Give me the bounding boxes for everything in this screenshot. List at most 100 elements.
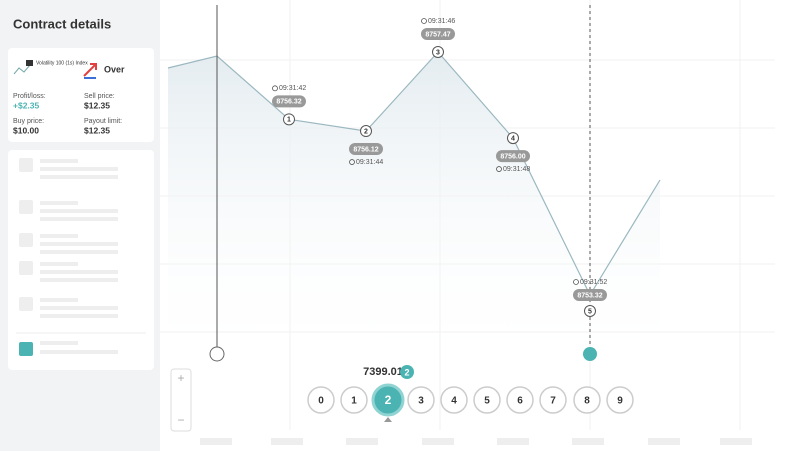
tick-marker <box>283 113 295 126</box>
field-label: Payout limit: <box>84 118 122 125</box>
zoom-controls[interactable] <box>170 368 192 432</box>
price-pill <box>496 150 530 163</box>
price-pill <box>349 143 383 156</box>
field-label: Buy price: <box>13 118 44 125</box>
underlying-name: Volatility 100 (1s) Index <box>36 60 88 66</box>
field-value: +$2.35 <box>13 100 40 110</box>
price-label: 8757.47 <box>425 31 450 38</box>
underlying-icon <box>13 64 31 75</box>
history-card <box>8 150 154 370</box>
skeleton-line <box>40 306 118 310</box>
price-label: 8756.12 <box>353 146 378 153</box>
digit-label[interactable]: 4 <box>451 396 457 407</box>
chart-area <box>168 52 660 370</box>
skeleton-line <box>40 314 118 318</box>
digit-label[interactable]: 5 <box>484 396 490 407</box>
field-value: $12.35 <box>84 125 110 135</box>
over-icon <box>83 63 97 77</box>
time-icon <box>421 18 427 24</box>
digit-button[interactable] <box>371 383 405 417</box>
price-pill <box>573 289 607 301</box>
skeleton-line <box>40 209 118 213</box>
digit-button[interactable] <box>307 386 335 414</box>
zoom-in[interactable]: + <box>177 371 184 385</box>
skeleton-line <box>40 278 118 282</box>
time-label: 09:31:46 <box>428 18 455 25</box>
tick-index: 3 <box>436 49 440 56</box>
digit-label[interactable]: 0 <box>318 396 324 407</box>
sidebar-title: Contract details <box>13 16 111 31</box>
skeleton-icon <box>19 233 33 247</box>
spot-badge <box>400 365 414 379</box>
skeleton-icon <box>19 158 33 172</box>
skeleton-line <box>40 175 118 179</box>
time-label: 09:31:52 <box>580 279 607 286</box>
field-label: Sell price: <box>84 93 115 100</box>
digit-button[interactable] <box>473 386 501 414</box>
digit-button[interactable] <box>539 386 567 414</box>
digit-label[interactable]: 8 <box>584 396 590 407</box>
tick-marker <box>360 125 372 138</box>
digit-button[interactable] <box>440 386 468 414</box>
digit-pointer <box>384 417 392 422</box>
tick-marker <box>432 46 444 58</box>
skeleton-line <box>40 350 118 354</box>
skeleton-line <box>40 217 118 221</box>
tick-marker <box>584 305 596 317</box>
digit-button[interactable] <box>606 386 634 414</box>
spot-digit: 2 <box>404 367 409 377</box>
digit-label[interactable]: 1 <box>351 396 357 407</box>
skeleton-line <box>40 242 118 246</box>
tick-marker <box>507 132 519 145</box>
time-icon <box>349 159 355 165</box>
spot-price: 7399.01 <box>363 366 403 378</box>
price-pill <box>421 28 455 40</box>
skeleton-line <box>40 270 118 274</box>
skeleton-line <box>40 159 78 163</box>
price-axis <box>778 0 806 451</box>
price-label: 8756.32 <box>276 99 301 106</box>
field-value: $10.00 <box>13 125 39 135</box>
time-label: 09:31:42 <box>279 85 306 92</box>
skeleton-line <box>40 234 78 238</box>
chart-line <box>167 51 661 297</box>
zoom-out[interactable]: − <box>177 413 184 427</box>
time-icon <box>272 85 278 92</box>
digit-label[interactable]: 6 <box>517 396 523 407</box>
field-label: Profit/loss: <box>13 93 46 100</box>
exit-marker <box>583 347 597 361</box>
status-icon <box>19 342 33 356</box>
digit-button[interactable] <box>573 386 601 414</box>
digit-label[interactable]: 7 <box>550 396 556 407</box>
skeleton-line <box>40 167 118 171</box>
time-label: 09:31:44 <box>356 159 383 166</box>
digit-button[interactable] <box>340 386 368 414</box>
digit-label[interactable]: 3 <box>418 396 424 407</box>
underlying-badge <box>26 60 33 66</box>
contract-type: Over <box>104 64 125 74</box>
entry-marker <box>209 346 225 362</box>
skeleton-line <box>40 201 78 205</box>
skeleton-line <box>40 298 78 302</box>
skeleton-line <box>40 250 118 254</box>
skeleton-line <box>40 262 78 266</box>
price-label: 8756.00 <box>500 153 525 160</box>
tick-index: 5 <box>588 308 592 315</box>
contract-card <box>8 48 154 142</box>
price-label: 8753.32 <box>577 292 602 299</box>
time-icon <box>573 279 579 285</box>
time-axis <box>200 438 752 445</box>
digit-button[interactable] <box>506 386 534 414</box>
digit-button[interactable] <box>407 386 435 414</box>
skeleton-icon <box>19 297 33 311</box>
field-value: $12.35 <box>84 100 110 110</box>
price-pill <box>272 95 306 108</box>
digit-label[interactable]: 2 <box>385 393 392 407</box>
time-icon <box>496 166 502 172</box>
tick-index: 2 <box>364 128 368 135</box>
skeleton-icon <box>19 261 33 275</box>
tick-index: 4 <box>511 135 515 142</box>
digit-label[interactable]: 9 <box>617 396 623 407</box>
